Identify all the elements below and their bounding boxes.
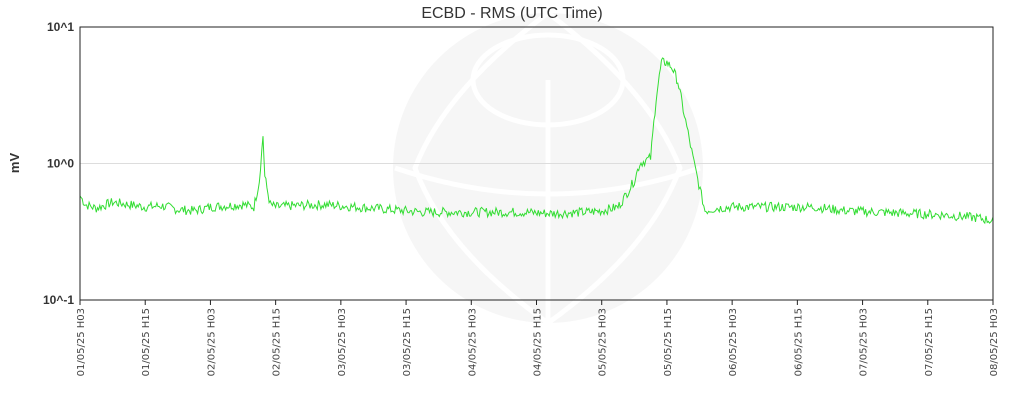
x-tick-label: 02/05/25 H03 (206, 308, 217, 376)
x-tick-label: 05/05/25 H15 (663, 308, 674, 376)
x-tick-label: 01/05/25 H03 (76, 308, 87, 376)
y-tick-label: 10^1 (47, 20, 74, 34)
y-tick-label: 10^0 (47, 157, 74, 171)
x-tick-label: 07/05/25 H15 (924, 308, 935, 376)
x-tick-label: 08/05/25 H03 (989, 308, 1000, 376)
x-tick-label: 05/05/25 H03 (598, 308, 609, 376)
globe-watermark-icon (393, 10, 703, 326)
x-tick-label: 04/05/25 H03 (467, 308, 478, 376)
x-tick-label: 06/05/25 H03 (728, 308, 739, 376)
series-line (79, 57, 994, 225)
x-tick-label: 02/05/25 H15 (272, 308, 283, 376)
x-tick-label: 01/05/25 H15 (141, 308, 152, 376)
plot-frame (79, 26, 994, 301)
y-axis-label: mV (7, 153, 22, 174)
x-tick-label: 07/05/25 H03 (859, 308, 870, 376)
x-tick-label: 04/05/25 H15 (533, 308, 544, 376)
chart-title: ECBD - RMS (UTC Time) (421, 5, 602, 22)
x-tick-label: 03/05/25 H03 (337, 308, 348, 376)
y-tick-label: 10^-1 (43, 293, 74, 307)
x-tick-label: 03/05/25 H15 (402, 308, 413, 376)
x-tick-label: 06/05/25 H15 (793, 308, 804, 376)
